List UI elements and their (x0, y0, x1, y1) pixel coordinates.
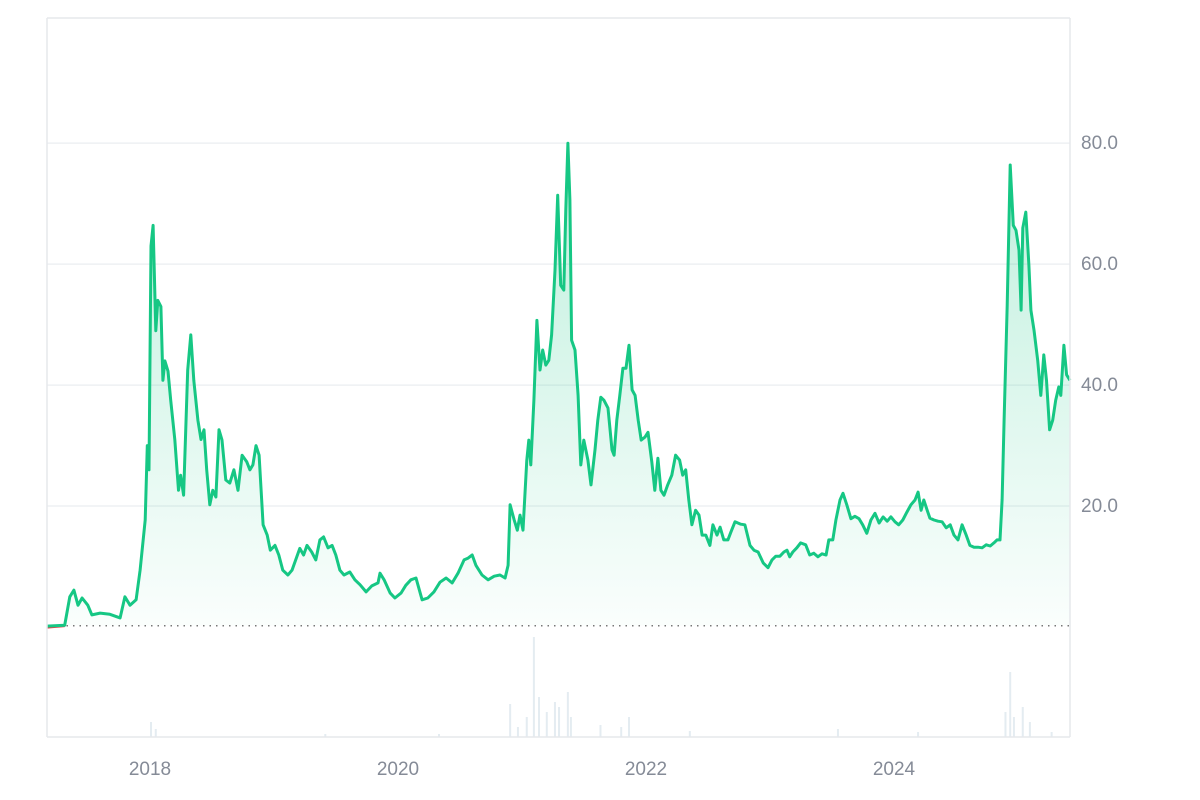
volume-bar (569, 717, 572, 737)
volume-bar (836, 729, 839, 737)
x-tick-label: 2022 (625, 759, 667, 780)
volume-bar (620, 727, 623, 737)
volume-bar (516, 727, 519, 737)
y-tick-label: 60.0 (1081, 254, 1118, 275)
volume-bar (1009, 672, 1012, 737)
y-tick-label: 20.0 (1081, 496, 1118, 517)
volume-bar (532, 637, 535, 737)
volume-bar (917, 732, 920, 737)
volume-bars (150, 637, 1053, 737)
volume-bar (537, 697, 540, 737)
volume-bar (437, 734, 440, 737)
volume-bar (688, 731, 691, 737)
x-tick-label: 2024 (873, 759, 916, 780)
volume-bar (628, 717, 631, 737)
volume-bar (1012, 717, 1015, 737)
x-tick-label: 2018 (129, 759, 171, 780)
volume-bar (599, 725, 602, 737)
volume-bar (154, 729, 157, 737)
volume-bar (150, 722, 153, 737)
volume-bar (525, 717, 528, 737)
y-tick-label: 40.0 (1081, 375, 1118, 396)
price-area-fill (46, 143, 1070, 627)
plot-frame (46, 17, 1071, 738)
volume-bar (1021, 707, 1024, 737)
price-line[interactable] (46, 141, 1072, 628)
volume-bar (324, 734, 327, 737)
volume-bar (566, 692, 569, 737)
y-tick-label: 80.0 (1081, 133, 1118, 154)
volume-bar (545, 712, 548, 737)
x-tick-label: 2020 (377, 759, 419, 780)
volume-bar (1050, 732, 1053, 737)
volume-bar (553, 702, 556, 737)
volume-bar (1028, 722, 1031, 737)
volume-bar (558, 707, 561, 737)
volume-bar (509, 704, 512, 737)
y-axis: 20.0 40.0 60.0 80.0 (1081, 133, 1118, 517)
volume-bar (1004, 712, 1007, 737)
x-axis: 2018 2020 2022 2024 (129, 759, 916, 780)
